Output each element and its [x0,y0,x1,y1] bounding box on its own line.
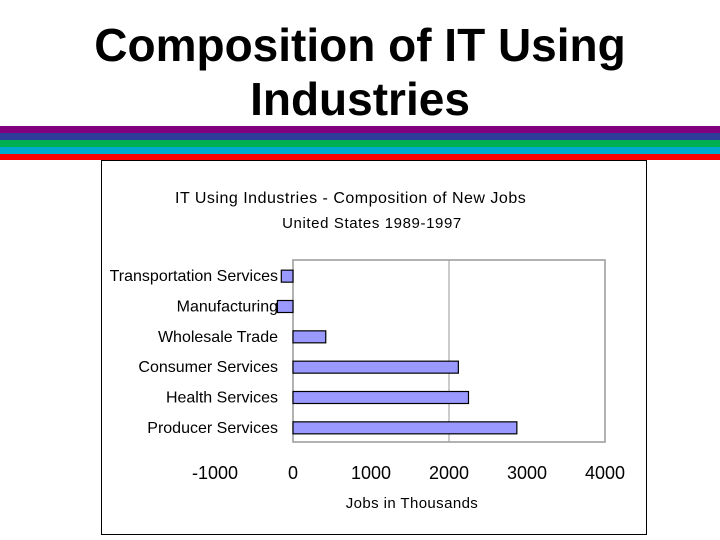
category-label-2: Manufacturing [177,299,278,316]
stripe-4 [0,147,720,154]
x-tick-label-6: 4000 [585,463,625,483]
x-tick-label-2: 0 [288,463,298,483]
category-label-1: Transportation Services [110,268,278,285]
stripe-1 [0,126,720,133]
category-label-3: Wholesale Trade [158,329,278,346]
category-label-5: Health Services [166,390,278,407]
chart-panel: IT Using Industries - Composition of New… [101,160,647,535]
x-axis-label: Jobs in Thousands [346,495,478,512]
bar-manufacturing [276,299,294,314]
slide-title-line-2: Industries [250,73,470,125]
bar-consumer-services [292,360,459,374]
x-tick-label-4: 2000 [429,463,469,483]
slide-title-line-1: Composition of IT Using [94,19,626,71]
bar-health-services [292,390,470,405]
stripe-3 [0,140,720,147]
slide-title: Composition of IT Using Industries [0,18,720,126]
stripe-5 [0,154,720,160]
bar-chart: IT Using Industries - Composition of New… [110,190,625,512]
category-label-6: Producer Services [147,420,278,437]
x-tick-label-5: 3000 [507,463,547,483]
x-tick-label-3: 1000 [351,463,391,483]
stripe-2 [0,133,720,140]
bar-wholesale-trade [292,330,327,344]
category-label-4: Consumer Services [138,359,278,376]
chart-subtitle: United States 1989-1997 [282,215,462,232]
bar-producer-services [292,421,518,435]
bar-transportation-services [280,269,294,283]
x-tick-label-1: -1000 [192,463,238,483]
decorative-stripes [0,126,720,160]
chart-title: IT Using Industries - Composition of New… [175,190,526,207]
